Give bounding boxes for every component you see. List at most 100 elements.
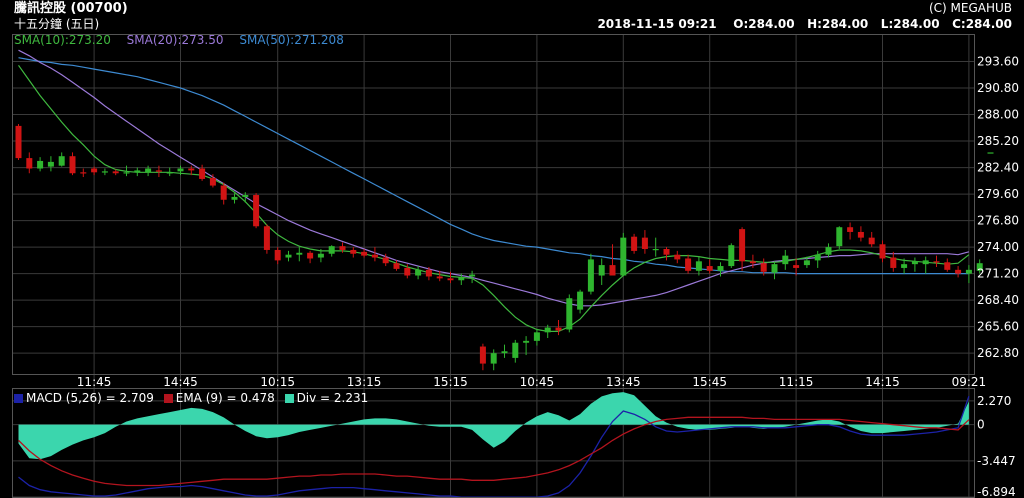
candle-body: [231, 196, 238, 200]
candle-body: [587, 259, 594, 292]
macd-tick-label: 0: [977, 418, 985, 432]
candle-body: [857, 231, 864, 238]
div-label: Div = 2.231: [296, 391, 369, 405]
price-tick-label: 282.40: [977, 161, 1019, 175]
candle-body: [663, 249, 670, 255]
sma50-label: SMA(50):271.208: [239, 33, 344, 47]
candle-body: [879, 244, 886, 259]
candle-body: [166, 172, 173, 174]
candle-body: [609, 265, 616, 276]
interval-label: 十五分鐘 (五日): [14, 17, 100, 31]
candle-body: [868, 237, 875, 245]
time-tick-label: 13:45: [606, 375, 641, 389]
macd-tick-label: -3.447: [977, 454, 1016, 468]
candle-body: [101, 171, 108, 173]
candlesticks: [15, 124, 994, 371]
candle-body: [836, 227, 843, 247]
moving-average-lines: [18, 49, 970, 332]
candle-body: [199, 168, 206, 179]
time-tick-label: 10:45: [520, 375, 555, 389]
candle-body: [749, 261, 756, 264]
candle-body: [523, 340, 530, 343]
time-tick-label: 09:21: [952, 375, 987, 389]
candle-body: [739, 229, 746, 262]
candle-body: [285, 254, 292, 258]
candle-body: [253, 195, 260, 227]
candle-body: [944, 262, 951, 270]
price-panel-border: [12, 34, 975, 375]
copyright: (C) MEGAHUB: [928, 1, 1012, 15]
price-tick-label: 288.00: [977, 108, 1019, 122]
stock-name: 騰訊控股 (00700): [14, 1, 128, 16]
candle-body: [37, 160, 44, 169]
time-tick-label: 14:15: [865, 375, 900, 389]
price-tick-label: 293.60: [977, 55, 1019, 69]
candle-body: [425, 269, 432, 277]
candle-body: [793, 265, 800, 268]
candle-body: [566, 298, 573, 330]
time-tick-label: 11:15: [779, 375, 814, 389]
candle-body: [847, 227, 854, 232]
candle-body: [91, 168, 98, 173]
candle-body: [155, 170, 162, 172]
candle-body: [890, 257, 897, 268]
candle-body: [641, 237, 648, 250]
candle-body: [220, 185, 227, 200]
price-tick-label: 265.60: [977, 320, 1019, 334]
candle-body: [447, 278, 454, 281]
candle-body: [26, 158, 33, 169]
candle-body: [652, 249, 659, 251]
candle-body: [965, 269, 972, 274]
candle-body: [134, 170, 141, 173]
ohlc-readout: 2018-11-15 09:21 O:284.00 H:284.00 L:284…: [597, 17, 1012, 31]
ema-swatch: [163, 394, 173, 403]
candle-body: [501, 351, 508, 354]
candle-body: [58, 156, 65, 166]
sma50-line: [18, 57, 969, 275]
candle-body: [987, 152, 994, 154]
sma20-label: SMA(20):273.50: [126, 33, 224, 47]
candle-body: [242, 195, 249, 197]
candle-body: [382, 257, 389, 264]
candle-body: [47, 161, 54, 167]
candle-body: [728, 245, 735, 267]
candle-body: [814, 254, 821, 261]
candle-body: [695, 261, 702, 271]
time-tick-label: 11:45: [77, 375, 112, 389]
price-axis: 262.80 265.60 268.40 271.20 274.00 276.80 279.…: [977, 55, 1019, 361]
macd-histogram: [18, 392, 969, 460]
sma10-label: SMA(10):273.20: [14, 33, 111, 47]
candle-body: [706, 266, 713, 271]
price-tick-label: 268.40: [977, 293, 1019, 307]
ema-line: [18, 416, 970, 487]
candle-body: [717, 266, 724, 271]
time-tick-label: 15:45: [692, 375, 727, 389]
time-tick-label: 13:15: [347, 375, 382, 389]
candle-body: [15, 125, 22, 159]
candle-body: [544, 327, 551, 333]
candle-body: [598, 265, 605, 276]
candle-body: [577, 291, 584, 310]
candle-body: [620, 237, 627, 276]
candle-body: [274, 249, 281, 261]
candle-body: [436, 276, 443, 279]
candle-body: [361, 251, 368, 256]
price-tick-label: 271.20: [977, 267, 1019, 281]
candle-body: [80, 172, 87, 174]
candle-body: [782, 255, 789, 265]
time-tick-label: 14:45: [163, 375, 198, 389]
candle-body: [922, 260, 929, 265]
candle-body: [469, 274, 476, 277]
sma10-line: [18, 64, 970, 332]
sma-legend: SMA(10):273.20 SMA(20):273.50 SMA(50):27…: [14, 33, 344, 47]
price-tick-label: 290.80: [977, 81, 1019, 95]
candle-body: [371, 254, 378, 258]
price-tick-label: 274.00: [977, 240, 1019, 254]
candle-body: [674, 254, 681, 260]
candle-body: [933, 261, 940, 263]
price-tick-label: 279.60: [977, 187, 1019, 201]
candle-body: [177, 168, 184, 172]
candle-body: [901, 264, 908, 268]
candle-body: [339, 246, 346, 250]
